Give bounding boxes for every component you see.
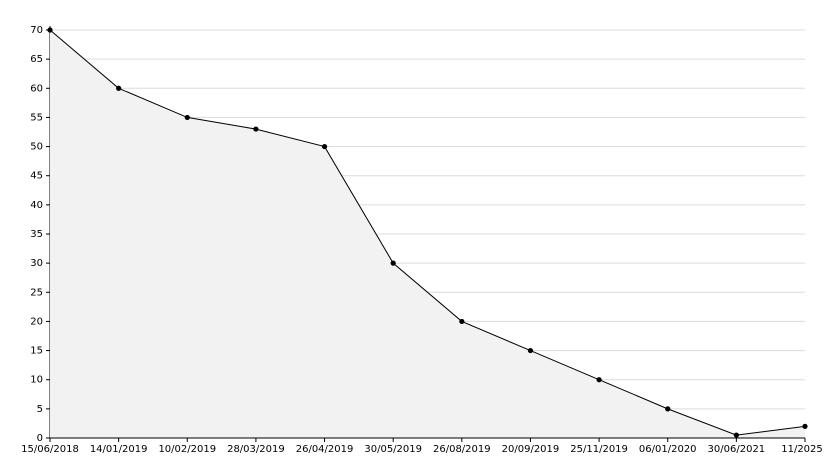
marker (527, 347, 534, 354)
y-tick-label: 55 (30, 112, 43, 123)
y-tick-label: 25 (30, 287, 43, 298)
line (49, 29, 806, 436)
x-tick-label: 06/01/2020 (639, 444, 697, 455)
x-tick-label: 20/09/2019 (502, 444, 560, 455)
marker (596, 377, 602, 383)
y-tick-label: 40 (30, 200, 43, 211)
marker (390, 260, 396, 266)
x-tick-label: 15/06/2018 (21, 444, 79, 455)
marker (321, 143, 328, 150)
x-tick-label: 10/02/2019 (158, 444, 216, 455)
y-tick-label: 60 (30, 83, 43, 94)
marker (665, 406, 671, 412)
x-tick-label: 25/11/2019 (570, 444, 628, 455)
x-tick-label: 30/06/2021 (708, 444, 766, 455)
y-tick-label: 10 (30, 375, 43, 386)
y-tick-label: 20 (30, 316, 43, 327)
x-tick-label: 14/01/2019 (90, 444, 148, 455)
y-tick-label: 50 (30, 142, 43, 153)
y-tick-label: 70 (30, 25, 43, 36)
x-tick-label: 11/2025 (781, 444, 823, 455)
y-tick-label: 35 (30, 229, 43, 240)
y-tick-label: 65 (30, 54, 43, 65)
marker (459, 318, 465, 325)
y-tick-label: 5 (37, 404, 43, 415)
x-tick-label: 26/08/2019 (433, 444, 491, 455)
x-tick-label: 26/04/2019 (296, 444, 354, 455)
marker (184, 114, 190, 121)
marker (802, 423, 808, 429)
marker (47, 27, 53, 33)
x-tick-label: 30/05/2019 (364, 444, 422, 455)
marker (733, 432, 739, 438)
y-tick-label: 45 (30, 171, 43, 182)
marker (253, 126, 259, 132)
y-tick-label: 30 (30, 258, 43, 269)
y-tick-label: 15 (30, 346, 43, 357)
area (50, 30, 805, 438)
y-tick-label: 0 (37, 433, 43, 444)
marker (116, 85, 122, 91)
x-tick-label: 28/03/2019 (227, 444, 285, 455)
